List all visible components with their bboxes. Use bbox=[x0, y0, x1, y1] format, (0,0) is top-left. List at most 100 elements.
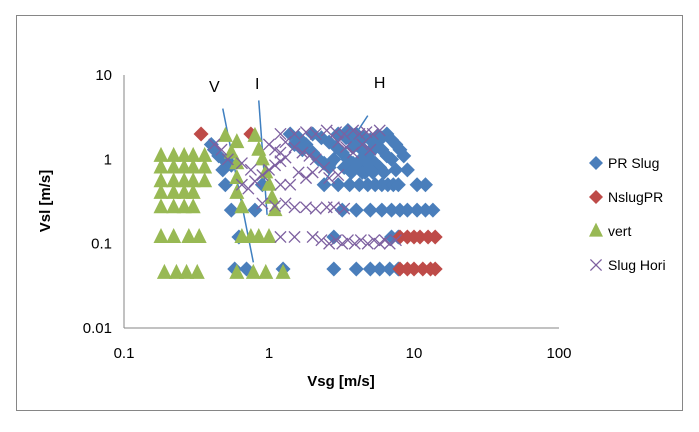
data-point bbox=[326, 151, 342, 167]
data-point bbox=[360, 155, 376, 171]
data-point bbox=[185, 198, 201, 214]
data-point bbox=[193, 126, 209, 142]
data-point bbox=[247, 202, 263, 218]
data-point bbox=[254, 150, 270, 166]
data-point bbox=[168, 263, 184, 279]
data-point bbox=[256, 169, 269, 182]
data-point bbox=[332, 136, 345, 149]
data-point bbox=[244, 163, 257, 176]
data-point bbox=[185, 172, 201, 188]
data-point bbox=[382, 261, 398, 277]
data-point bbox=[274, 127, 287, 141]
data-point bbox=[179, 263, 195, 279]
data-point bbox=[275, 263, 291, 279]
data-point bbox=[329, 126, 343, 139]
data-point bbox=[245, 263, 261, 279]
data-point bbox=[396, 148, 412, 164]
data-point bbox=[347, 146, 360, 159]
chart-frame bbox=[16, 15, 683, 411]
data-point bbox=[215, 143, 228, 156]
data-point bbox=[153, 158, 169, 174]
data-point bbox=[262, 163, 276, 176]
data-point bbox=[267, 201, 283, 217]
series-layer bbox=[153, 122, 443, 279]
data-point bbox=[362, 202, 378, 218]
data-point bbox=[361, 237, 374, 250]
data-point bbox=[399, 162, 415, 178]
data-point bbox=[366, 127, 379, 141]
legend-label: PR Slug bbox=[608, 155, 659, 171]
data-point bbox=[215, 162, 231, 178]
legend-label: NslugPR bbox=[608, 189, 663, 205]
data-point bbox=[288, 127, 301, 141]
data-point bbox=[329, 234, 343, 247]
data-point bbox=[197, 158, 213, 174]
data-point bbox=[299, 126, 313, 139]
regime-label-h: H bbox=[374, 75, 386, 92]
data-point bbox=[166, 227, 182, 243]
data-point bbox=[374, 202, 390, 218]
data-point bbox=[197, 172, 213, 188]
data-point bbox=[390, 177, 406, 193]
data-point bbox=[248, 175, 262, 188]
data-point bbox=[261, 175, 277, 191]
data-point bbox=[166, 146, 182, 162]
data-point bbox=[376, 164, 392, 180]
data-point bbox=[221, 153, 234, 166]
data-point bbox=[264, 188, 280, 204]
legend-item-nslugpr: NslugPR bbox=[589, 189, 663, 205]
data-point bbox=[229, 263, 245, 279]
data-point bbox=[284, 178, 297, 191]
data-point bbox=[332, 169, 345, 182]
data-point bbox=[366, 139, 382, 155]
data-point bbox=[153, 172, 169, 188]
data-point bbox=[166, 158, 182, 174]
series-nslugpr bbox=[193, 126, 443, 277]
data-point bbox=[427, 261, 443, 277]
legend-label: vert bbox=[608, 223, 631, 239]
data-point bbox=[340, 140, 353, 154]
data-point bbox=[223, 143, 239, 159]
data-point bbox=[268, 143, 282, 156]
data-point bbox=[351, 177, 367, 193]
data-point bbox=[338, 127, 351, 141]
y-tick-label: 1 bbox=[104, 151, 112, 168]
data-point bbox=[309, 127, 322, 141]
data-point bbox=[217, 177, 233, 193]
data-point bbox=[388, 162, 404, 178]
data-point bbox=[296, 146, 309, 159]
data-point bbox=[189, 263, 205, 279]
data-point bbox=[223, 202, 239, 218]
x-tick-label: 100 bbox=[546, 345, 571, 362]
data-point bbox=[427, 229, 443, 245]
legend-item-pr-slug: PR Slug bbox=[589, 155, 659, 171]
data-point bbox=[229, 154, 245, 170]
legend-marker bbox=[589, 222, 603, 237]
data-point bbox=[153, 183, 169, 199]
legend: PR Slug NslugPR vert Slug Hori bbox=[589, 155, 666, 273]
data-point bbox=[292, 166, 305, 179]
data-point bbox=[348, 261, 364, 277]
data-point bbox=[256, 197, 269, 210]
y-tick-label: 0.1 bbox=[91, 236, 112, 253]
data-point bbox=[373, 124, 386, 137]
data-point bbox=[166, 198, 182, 214]
data-point bbox=[258, 263, 274, 279]
data-point bbox=[247, 126, 263, 142]
data-point bbox=[330, 177, 346, 193]
data-point bbox=[235, 157, 248, 170]
data-point bbox=[326, 261, 342, 277]
data-point bbox=[336, 237, 349, 250]
data-point bbox=[274, 178, 287, 191]
data-point bbox=[384, 202, 400, 218]
data-point bbox=[217, 126, 233, 142]
data-point bbox=[389, 234, 402, 247]
data-point bbox=[356, 138, 369, 151]
data-point bbox=[353, 127, 366, 141]
data-point bbox=[348, 237, 361, 250]
data-point bbox=[185, 183, 201, 199]
data-point bbox=[425, 202, 441, 218]
data-point bbox=[181, 227, 197, 243]
data-point bbox=[166, 172, 182, 188]
x-tick-label: 1 bbox=[265, 345, 273, 362]
